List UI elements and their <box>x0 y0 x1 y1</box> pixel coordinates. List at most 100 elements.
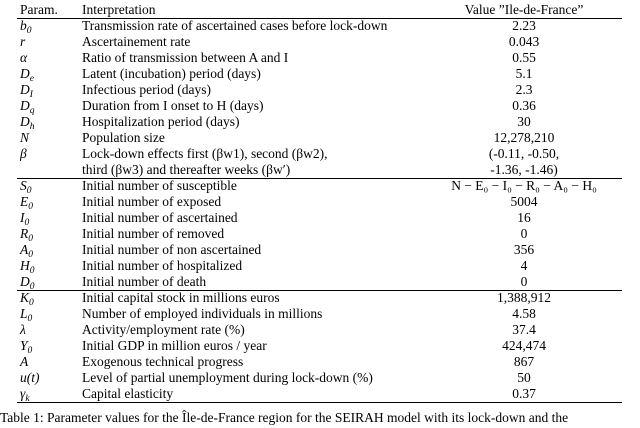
value: 0 <box>520 274 528 289</box>
value: 0.37 <box>512 386 536 401</box>
interpretation: Population size <box>82 130 165 145</box>
interpretation: Activity/employment rate (%) <box>82 322 245 337</box>
param: D0 <box>20 274 35 292</box>
param: λ <box>20 322 26 338</box>
value: 0 <box>520 226 528 241</box>
param-subscript: 0 <box>27 314 33 324</box>
param-subscript: 0 <box>28 250 33 260</box>
param-symbol: R <box>20 226 29 241</box>
param-symbol: D <box>20 82 30 97</box>
interpretation: Initial number of susceptible <box>82 178 237 193</box>
header-cell: Param. <box>20 2 58 17</box>
param: u(t) <box>20 370 40 386</box>
value: 0.36 <box>512 98 536 113</box>
value: 2.3 <box>515 82 533 97</box>
rule <box>17 290 622 291</box>
param: γk <box>20 386 30 404</box>
param-symbol: b <box>20 18 27 33</box>
interpretation: third (βw3) and thereafter weeks (βw′) <box>82 162 291 177</box>
param-subscript: 0 <box>29 298 34 308</box>
interpretation: Hospitalization period (days) <box>82 114 240 129</box>
param: L0 <box>20 306 33 324</box>
value: 16 <box>517 210 531 225</box>
param-subscript: 0 <box>24 218 30 228</box>
param-subscript: 0 <box>29 266 35 276</box>
value: (-0.11, -0.50, <box>488 146 560 161</box>
param-symbol: I <box>20 210 25 225</box>
param-symbol: A <box>20 242 29 257</box>
param: K0 <box>20 290 34 308</box>
value: 0.043 <box>508 34 540 49</box>
param-subscript: 0 <box>26 26 32 36</box>
value: 37.4 <box>512 322 536 337</box>
param: A <box>20 354 28 370</box>
interpretation: Initial number of exposed <box>82 194 222 209</box>
value: 4.58 <box>512 306 536 321</box>
param: Y0 <box>20 338 32 356</box>
param-subscript: q <box>29 106 35 116</box>
param-symbol: H <box>20 258 30 273</box>
interpretation: Capital elasticity <box>82 386 174 401</box>
interpretation: Initial GDP in million euros / year <box>82 338 267 353</box>
param: E0 <box>20 194 33 212</box>
param: R0 <box>20 226 33 244</box>
param-symbol: A <box>20 354 29 369</box>
value: 30 <box>517 114 531 129</box>
param: A0 <box>20 242 33 260</box>
param: r <box>20 34 25 50</box>
param-symbol: γ <box>20 386 26 401</box>
value: 5004 <box>510 194 538 209</box>
param-symbol: E <box>20 194 29 209</box>
interpretation: Ascertainement rate <box>82 34 191 49</box>
param-symbol: β <box>20 146 27 161</box>
param-subscript: 0 <box>28 234 33 244</box>
rule <box>17 402 622 403</box>
param-subscript: 0 <box>28 202 33 212</box>
param: H0 <box>20 258 35 276</box>
param-subscript: I <box>29 90 33 100</box>
interpretation: Exogenous technical progress <box>82 354 244 369</box>
param-symbol: L <box>20 306 28 321</box>
param: β <box>20 146 27 162</box>
interpretation: Infectious period (days) <box>82 82 211 97</box>
param-symbol: N <box>20 130 30 145</box>
rule <box>17 178 622 179</box>
value: 5.1 <box>515 66 533 81</box>
param-subscript: 0 <box>29 282 35 292</box>
interpretation: Duration from I onset to H (days) <box>82 98 264 113</box>
value: 0.55 <box>512 50 536 65</box>
value: 424,474 <box>502 338 546 353</box>
param-symbol: K <box>20 290 30 305</box>
param-symbol: D <box>20 114 30 129</box>
param-symbol: S <box>20 178 27 193</box>
param-symbol: λ <box>20 322 26 337</box>
value: 356 <box>513 242 535 257</box>
caption: Table 1: Parameter values for the Île-de… <box>0 410 569 425</box>
interpretation: Initial number of removed <box>82 226 225 241</box>
param-symbol: D <box>20 274 30 289</box>
value: 867 <box>513 354 535 369</box>
param: S0 <box>20 178 32 196</box>
param: α <box>20 50 27 66</box>
value: N − E₀ − I₀ − R₀ − A₀ − H₀ <box>451 178 597 193</box>
value: 50 <box>517 370 531 385</box>
param-symbol: α <box>20 50 28 65</box>
interpretation: Number of employed individuals in millio… <box>82 306 323 321</box>
header-cell: Value ”Ile-de-France” <box>464 2 584 17</box>
param: I0 <box>20 210 30 228</box>
param: Dh <box>20 114 35 132</box>
value: 4 <box>520 258 528 273</box>
header-cell: Interpretation <box>82 2 156 17</box>
interpretation: Initial number of ascertained <box>82 210 238 225</box>
param: b0 <box>20 18 32 36</box>
value: 1,388,912 <box>497 290 551 305</box>
param: N <box>20 130 29 146</box>
interpretation: Initial number of hospitalized <box>82 258 243 273</box>
value: 2.23 <box>512 18 536 33</box>
param-symbol: D <box>20 66 30 81</box>
param-symbol: u(t) <box>20 370 40 385</box>
interpretation: Initial capital stock in millions euros <box>82 290 280 305</box>
param: DI <box>20 82 33 100</box>
interpretation: Ratio of transmission between A and I <box>82 50 289 65</box>
